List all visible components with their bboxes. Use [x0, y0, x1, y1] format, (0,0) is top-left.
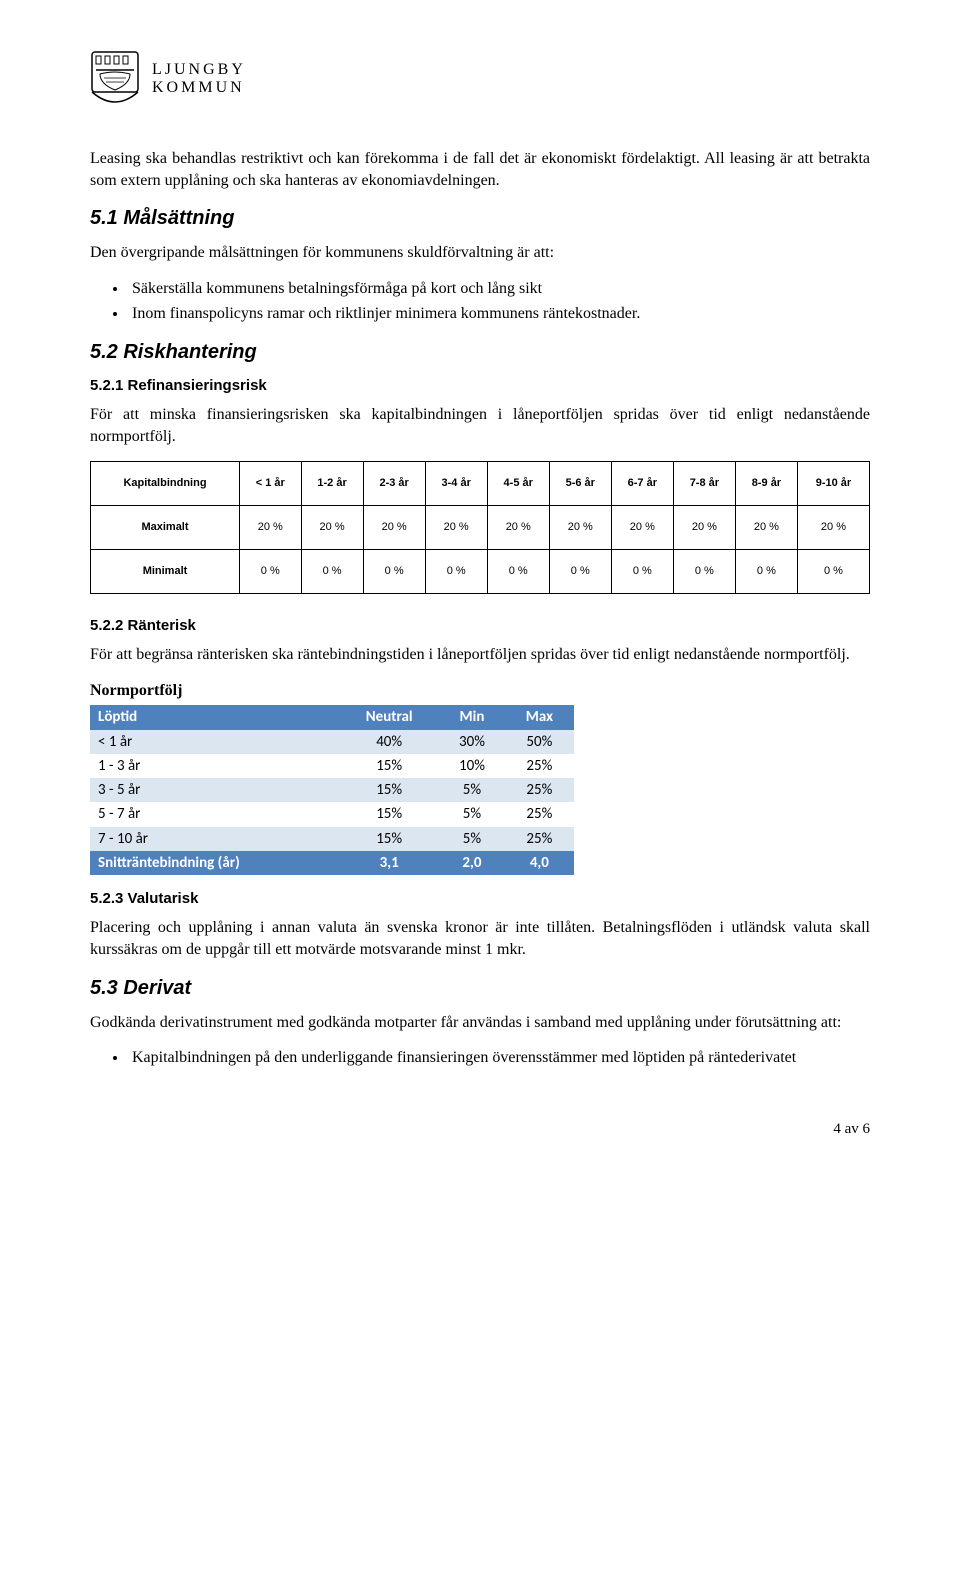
table-header-cell: 4-5 år: [487, 462, 549, 506]
table-cell: 0 %: [549, 550, 611, 594]
heading-5-2-2: 5.2.2 Ränterisk: [90, 616, 870, 636]
table-cell: 3 - 5 år: [90, 778, 340, 802]
table-header-cell: 2-3 år: [363, 462, 425, 506]
table-cell: 15%: [340, 827, 439, 851]
table-row: 1 - 3 år15%10%25%: [90, 754, 574, 778]
table-cell: 20 %: [673, 506, 735, 550]
table-cell: 40%: [340, 730, 439, 754]
table-cell: 20 %: [240, 506, 302, 550]
table-cell: 25%: [505, 778, 573, 802]
org-logo: LJUNGBY KOMMUN: [90, 50, 870, 108]
table-cell: 4,0: [505, 851, 573, 875]
org-name: LJUNGBY KOMMUN: [152, 61, 246, 96]
table-cell: 0 %: [611, 550, 673, 594]
table-header-cell: Löptid: [90, 705, 340, 729]
table-header-cell: 3-4 år: [425, 462, 487, 506]
table-cell: 5%: [439, 778, 505, 802]
table-row: 3 - 5 år15%5%25%: [90, 778, 574, 802]
heading-5-1: 5.1 Målsättning: [90, 205, 870, 232]
table-cell: 1 - 3 år: [90, 754, 340, 778]
s53-bullets: Kapitalbindningen på den underliggande f…: [90, 1047, 870, 1069]
s521-text: För att minska finansieringsrisken ska k…: [90, 404, 870, 447]
table-header-cell: 6-7 år: [611, 462, 673, 506]
table-cell: 5%: [439, 827, 505, 851]
s53-lead: Godkända derivatinstrument med godkända …: [90, 1012, 870, 1034]
table-cell: 0 %: [487, 550, 549, 594]
table-cell: 2,0: [439, 851, 505, 875]
heading-5-2-3: 5.2.3 Valutarisk: [90, 889, 870, 909]
table-row-label: Maximalt: [91, 506, 240, 550]
table-cell: 10%: [439, 754, 505, 778]
table-cell: < 1 år: [90, 730, 340, 754]
table-row: < 1 år40%30%50%: [90, 730, 574, 754]
list-item: Inom finanspolicyns ramar och riktlinjer…: [128, 303, 870, 325]
table-header-cell: 9-10 år: [797, 462, 869, 506]
list-item: Säkerställa kommunens betalningsförmåga …: [128, 278, 870, 300]
table-row: Minimalt0 %0 %0 %0 %0 %0 %0 %0 %0 %0 %: [91, 550, 870, 594]
table-cell: 15%: [340, 754, 439, 778]
table-cell: 25%: [505, 827, 573, 851]
table-cell: 50%: [505, 730, 573, 754]
table-cell: 5%: [439, 802, 505, 826]
table-cell: 15%: [340, 778, 439, 802]
table-cell: 20 %: [363, 506, 425, 550]
table-cell: 20 %: [549, 506, 611, 550]
table-cell: 20 %: [797, 506, 869, 550]
table-cell: 20 %: [611, 506, 673, 550]
heading-5-2-1: 5.2.1 Refinansieringsrisk: [90, 376, 870, 396]
table-footer-row: Snitträntebindning (år)3,12,04,0: [90, 851, 574, 875]
table-cell: 0 %: [363, 550, 425, 594]
heading-5-2: 5.2 Riskhantering: [90, 339, 870, 366]
table-cell: 5 - 7 år: [90, 802, 340, 826]
kapitalbindning-table: Kapitalbindning< 1 år1-2 år2-3 år3-4 år4…: [90, 461, 870, 594]
table-header-cell: 1-2 år: [301, 462, 363, 506]
table-cell: 30%: [439, 730, 505, 754]
table-cell: 0 %: [797, 550, 869, 594]
table-cell: 20 %: [301, 506, 363, 550]
crest-icon: [90, 50, 140, 108]
table-cell: Snitträntebindning (år): [90, 851, 340, 875]
table-cell: 7 - 10 år: [90, 827, 340, 851]
s51-lead: Den övergripande målsättningen för kommu…: [90, 242, 870, 264]
list-item: Kapitalbindningen på den underliggande f…: [128, 1047, 870, 1069]
normportfolj-label: Normportfölj: [90, 680, 870, 702]
table-header-cell: Max: [505, 705, 573, 729]
table-cell: 0 %: [240, 550, 302, 594]
normportfolj-table: LöptidNeutralMinMax < 1 år40%30%50%1 - 3…: [90, 705, 574, 875]
table-header-cell: Min: [439, 705, 505, 729]
org-name-line2: KOMMUN: [152, 79, 246, 97]
table-header-cell: Neutral: [340, 705, 439, 729]
table-header-cell: 5-6 år: [549, 462, 611, 506]
table-cell: 25%: [505, 802, 573, 826]
s523-text: Placering och upplåning i annan valuta ä…: [90, 917, 870, 960]
table-cell: 0 %: [673, 550, 735, 594]
table-cell: 15%: [340, 802, 439, 826]
table-header-cell: 7-8 år: [673, 462, 735, 506]
table-cell: 0 %: [735, 550, 797, 594]
s522-text: För att begränsa ränterisken ska räntebi…: [90, 644, 870, 666]
org-name-line1: LJUNGBY: [152, 61, 246, 79]
table-header-cell: Kapitalbindning: [91, 462, 240, 506]
table-row: 7 - 10 år15%5%25%: [90, 827, 574, 851]
table-cell: 0 %: [301, 550, 363, 594]
table-header-cell: < 1 år: [240, 462, 302, 506]
table-cell: 0 %: [425, 550, 487, 594]
table-cell: 20 %: [487, 506, 549, 550]
table-header-cell: 8-9 år: [735, 462, 797, 506]
table-cell: 20 %: [425, 506, 487, 550]
table-cell: 20 %: [735, 506, 797, 550]
intro-paragraph: Leasing ska behandlas restriktivt och ka…: [90, 148, 870, 191]
heading-5-3: 5.3 Derivat: [90, 975, 870, 1002]
page-number: 4 av 6: [90, 1119, 870, 1139]
table-row-label: Minimalt: [91, 550, 240, 594]
table-cell: 25%: [505, 754, 573, 778]
table-row: 5 - 7 år15%5%25%: [90, 802, 574, 826]
table-row: Maximalt20 %20 %20 %20 %20 %20 %20 %20 %…: [91, 506, 870, 550]
table-cell: 3,1: [340, 851, 439, 875]
s51-bullets: Säkerställa kommunens betalningsförmåga …: [90, 278, 870, 325]
